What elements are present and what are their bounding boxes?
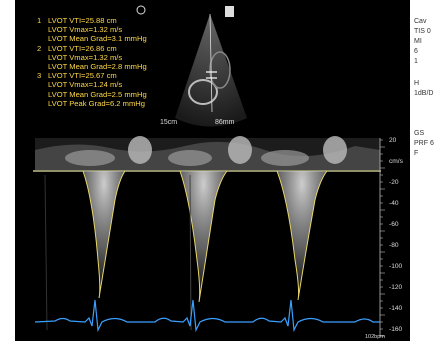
doppler-envelope-2: [179, 170, 228, 303]
measurement-row: LVOT Mean Grad=2.8 mmHg: [37, 62, 197, 71]
settings-label: GS: [414, 130, 425, 137]
measurement-index: 1: [37, 16, 42, 25]
measurement-text: LVOT Vmax=1.32 m/s: [48, 52, 123, 62]
measurement-row: LVOT Vmax=1.24 m/s: [37, 80, 197, 89]
doppler-envelope-1: [82, 170, 126, 299]
doppler-spectrum: [33, 5, 385, 337]
scale-label-column: [387, 0, 410, 341]
measurement-row: 1 LVOT VTI=25.88 cm: [37, 16, 197, 25]
scale-tick-label: -120: [389, 284, 403, 291]
spectral-noise-band: [35, 136, 380, 170]
measurement-text: LVOT VTI=26.86 cm: [48, 43, 117, 53]
heart-rate-label: 102bpm: [365, 334, 385, 340]
settings-label: MI: [414, 38, 422, 45]
settings-label: TIS 0: [414, 28, 431, 35]
measurement-text: LVOT Mean Grad=3.1 mmHg: [48, 34, 147, 44]
settings-label: 1: [414, 58, 418, 65]
measurement-row: LVOT Mean Grad=3.1 mmHg: [37, 34, 197, 43]
measurement-index: 2: [37, 43, 42, 53]
measurement-readout-panel: 1 LVOT VTI=25.88 cm LVOT Vmax=1.32 m/s LVOT…: [37, 16, 197, 108]
settings-panel: [410, 0, 436, 341]
measurement-row: 3 LVOT VTI=25.67 cm: [37, 71, 197, 80]
scale-tick-marks: [380, 139, 385, 337]
measurement-text: LVOT Peak Grad=6.2 mmHg: [48, 98, 146, 108]
settings-label: 1dB/D: [414, 90, 434, 97]
measurement-index: 3: [37, 71, 42, 81]
depth-label-left: 15cm: [160, 119, 178, 126]
settings-label: F: [414, 150, 419, 157]
settings-label: H: [414, 80, 420, 87]
doppler-scan-area: 1 LVOT VTI=25.88 cm LVOT Vmax=1.32 m/s LVOT…: [15, 0, 387, 341]
measurement-text: LVOT VTI=25.88 cm: [48, 16, 117, 25]
ecg-trace: [34, 299, 380, 333]
scale-tick-label: cm/s: [389, 158, 403, 165]
measurement-text: LVOT Vmax=1.24 m/s: [48, 80, 123, 90]
measurement-row: LVOT Vmax=1.32 m/s: [37, 25, 197, 34]
probe-marker-icon: [225, 6, 234, 17]
measurement-text: LVOT Vmax=1.32 m/s: [48, 25, 123, 35]
measurement-text: LVOT VTI=25.67 cm: [48, 71, 117, 81]
scale-tick-label: 20: [389, 137, 397, 144]
scale-tick-label: -80: [389, 242, 399, 249]
scale-tick-label: -160: [389, 326, 403, 333]
settings-label: 6: [414, 48, 418, 55]
measurement-row: LVOT Peak Grad=6.2 mmHg: [37, 99, 197, 108]
scale-tick-label: -20: [389, 179, 399, 186]
measurement-row: 2 LVOT VTI=26.86 cm: [37, 44, 197, 53]
depth-label-right: 86mm: [215, 119, 235, 126]
doppler-envelope-3: [276, 170, 328, 301]
measurement-text: LVOT Mean Grad=2.8 mmHg: [48, 62, 147, 72]
measurement-row: LVOT Vmax=1.32 m/s: [37, 53, 197, 62]
scale-tick-label: -140: [389, 305, 403, 312]
settings-label: PRF 6: [414, 140, 434, 147]
measurement-text: LVOT Mean Grad=2.5 mmHg: [48, 89, 147, 99]
measurement-row: LVOT Mean Grad=2.5 mmHg: [37, 90, 197, 99]
settings-label: Cav: [414, 18, 427, 25]
scale-tick-label: -40: [389, 200, 399, 207]
scale-tick-label: -60: [389, 221, 399, 228]
scale-tick-label: -100: [389, 263, 403, 270]
focus-marker-icon: [136, 5, 146, 15]
sector-image-inset: [175, 13, 247, 127]
